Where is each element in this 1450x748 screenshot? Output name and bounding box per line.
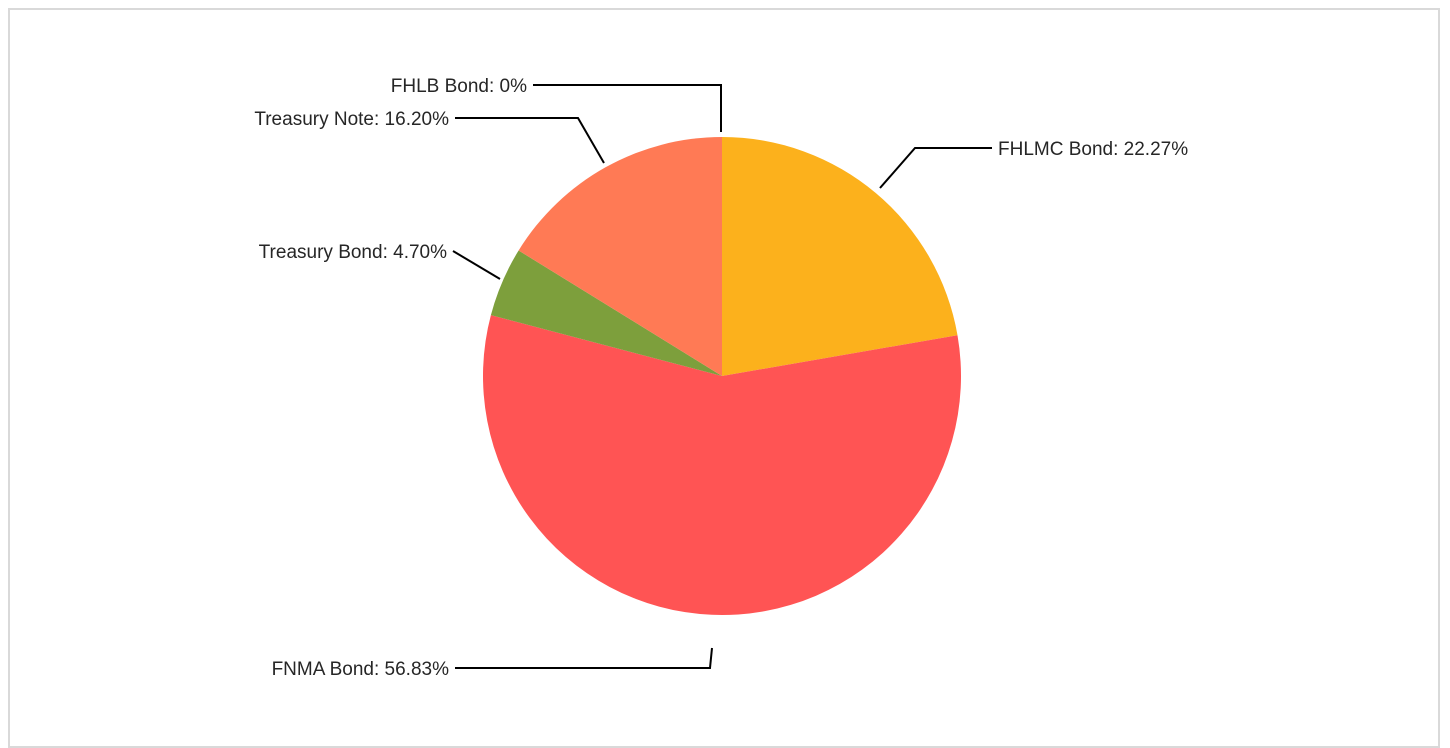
leader-line-fnma-bond	[455, 647, 713, 669]
slice-fnma-bond	[483, 315, 962, 616]
slice-treasury-note	[518, 137, 722, 376]
leader-lines	[452, 84, 992, 669]
pie-chart: FHLMC Bond: 22.27% FNMA Bond: 56.83% Treas…	[254, 76, 1188, 680]
slice-labels: FHLMC Bond: 22.27% FNMA Bond: 56.83% Treas…	[254, 76, 1188, 680]
data-label-treasury-note: Treasury Note: 16.20%	[254, 109, 449, 130]
slice-fhlmc-bond	[722, 137, 958, 376]
leader-line-fhlb-bond	[533, 84, 722, 132]
data-label-treasury-bond: Treasury Bond: 4.70%	[259, 242, 447, 263]
leader-line-treasury-bond	[452, 250, 501, 280]
data-label-fhlb-bond: FHLB Bond: 0%	[391, 76, 527, 97]
slice-treasury-bond	[490, 250, 722, 376]
leader-line-treasury-note	[455, 117, 605, 164]
data-label-fnma-bond: FNMA Bond: 56.83%	[272, 659, 450, 680]
data-label-fhlmc-bond: FHLMC Bond: 22.27%	[998, 139, 1188, 160]
leader-line-fhlmc-bond	[879, 147, 992, 189]
pie-slices	[483, 137, 962, 616]
